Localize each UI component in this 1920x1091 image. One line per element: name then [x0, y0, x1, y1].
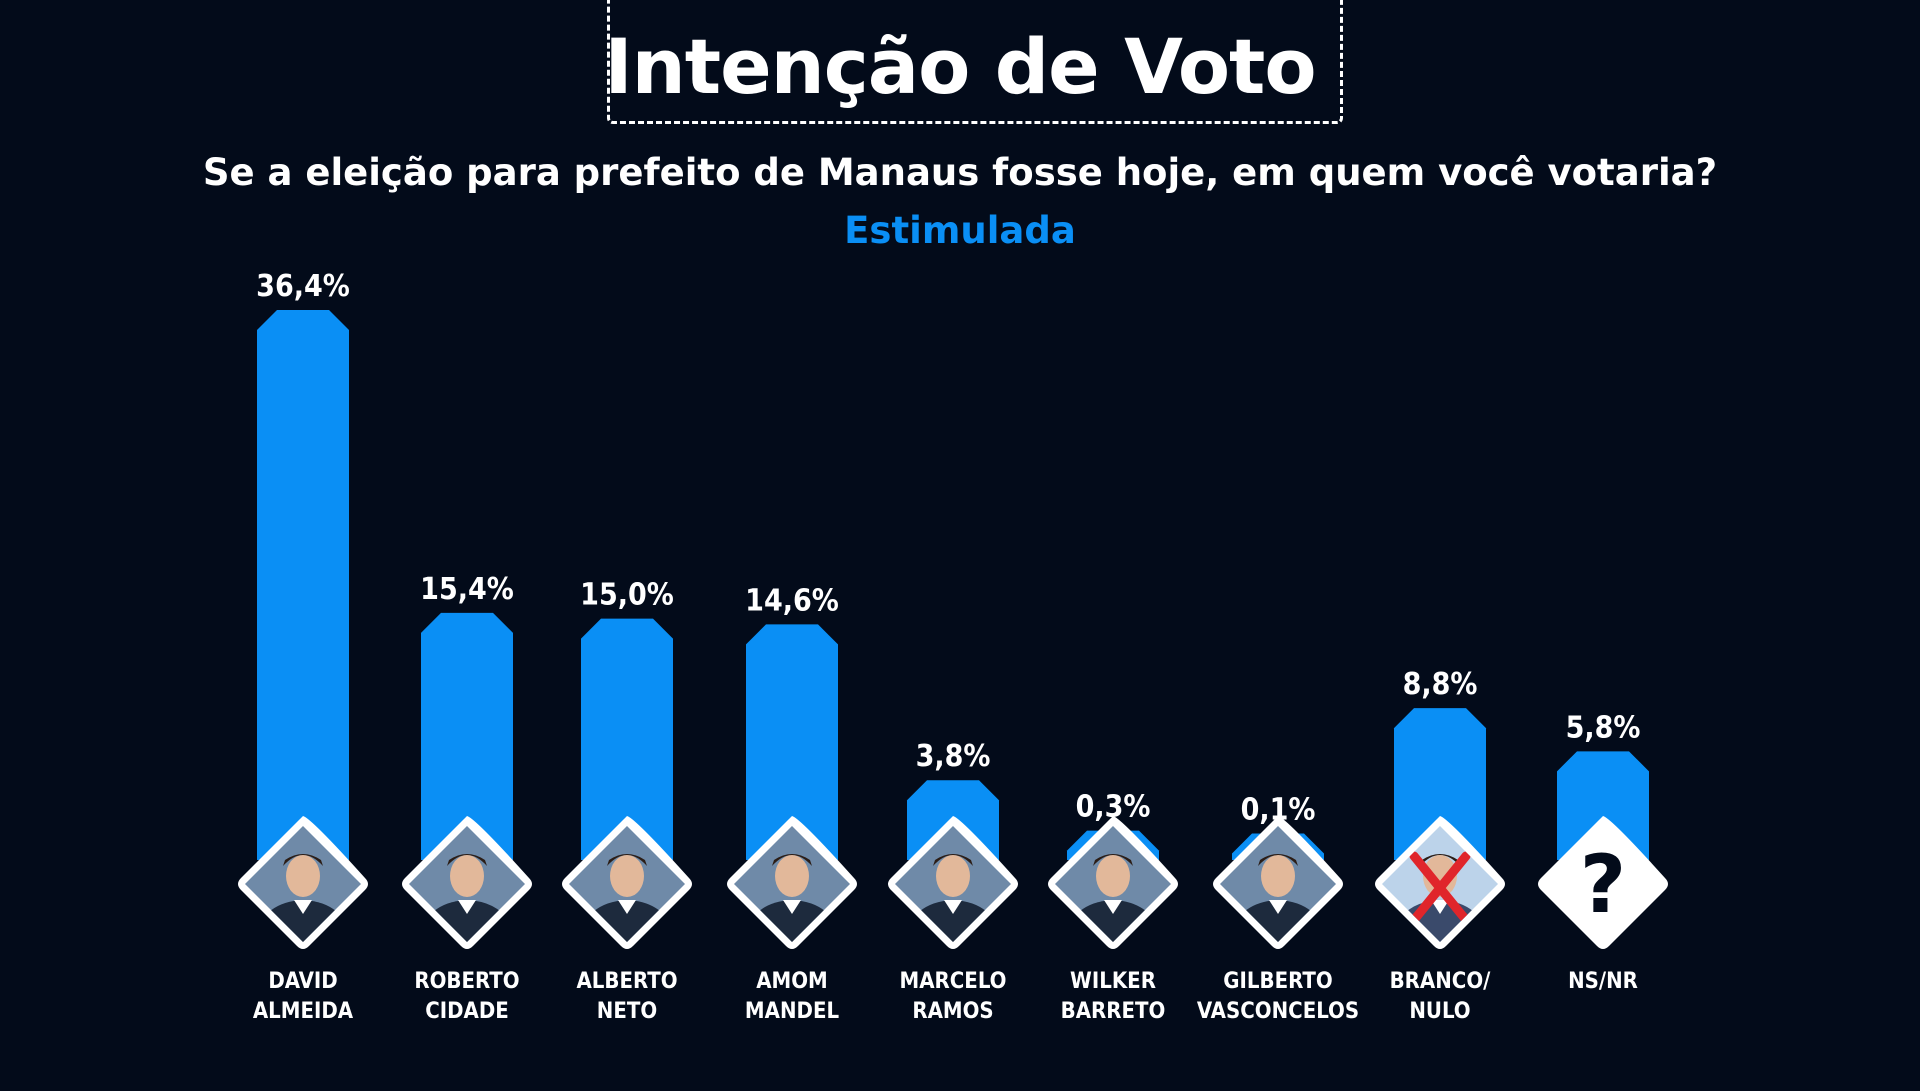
question-mark-icon: ? — [1538, 816, 1668, 949]
poll-question: Se a eleição para prefeito de Manaus fos… — [202, 151, 1718, 194]
category-label: ALBERTO — [576, 969, 677, 994]
bar-group: 3,8% MARCELO RAMOS — [888, 739, 1018, 1024]
category-label: NULO — [1409, 999, 1470, 1024]
category-label: WILKER — [1070, 969, 1156, 994]
category-label: ROBERTO — [414, 969, 519, 994]
bar — [581, 618, 673, 860]
category-label: VASCONCELOS — [1197, 999, 1359, 1024]
bar-group: 5,8%? NS/NR — [1538, 710, 1668, 994]
bar-group: 15,0% ALBERTO NETO — [562, 578, 692, 1024]
category-label: AMOM — [756, 969, 828, 994]
candidate-photo — [1213, 816, 1343, 949]
category-label: MARCELO — [900, 969, 1007, 994]
category-label: NETO — [597, 999, 657, 1024]
bar — [746, 624, 838, 860]
category-label: RAMOS — [912, 999, 993, 1024]
category-label: GILBERTO — [1223, 969, 1332, 994]
bar — [1394, 708, 1486, 860]
value-label: 36,4% — [256, 269, 350, 304]
value-label: 15,4% — [420, 572, 514, 607]
bar-group: 14,6% AMOM MANDEL — [727, 583, 857, 1024]
category-label: BRANCO/ — [1390, 969, 1492, 994]
category-label: NS/NR — [1568, 969, 1638, 994]
bar-group: 8,8% BRANCO/NULO — [1375, 667, 1505, 1024]
category-label: BARRETO — [1061, 999, 1166, 1024]
value-label: 3,8% — [916, 739, 991, 774]
value-label: 14,6% — [745, 583, 839, 618]
bar — [1557, 751, 1649, 860]
bar-group: 36,4% DAVID ALMEIDA — [238, 269, 368, 1024]
category-label: CIDADE — [425, 999, 509, 1024]
category-label: DAVID — [268, 969, 337, 994]
category-label: MANDEL — [745, 999, 840, 1024]
bar — [421, 612, 513, 860]
bar-group: 15,4% ROBERTO CIDADE — [402, 572, 532, 1024]
value-label: 8,8% — [1403, 667, 1478, 702]
poll-subtitle: Estimulada — [844, 209, 1076, 252]
page-title: Intenção de Voto — [604, 22, 1316, 111]
category-label: ALMEIDA — [253, 999, 354, 1024]
value-label: 15,0% — [580, 578, 674, 613]
title-frame — [607, 0, 1343, 124]
bar — [257, 310, 349, 860]
value-label: 5,8% — [1566, 710, 1641, 745]
svg-text:?: ? — [1580, 838, 1626, 931]
candidate-photo — [1048, 816, 1178, 949]
